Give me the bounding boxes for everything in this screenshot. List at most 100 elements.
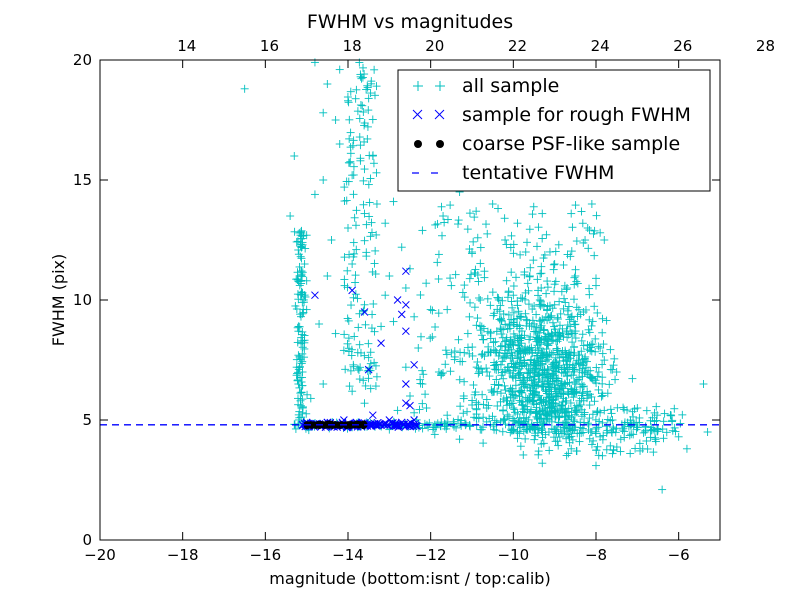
all-sample-point (536, 297, 545, 306)
all-sample-point (532, 351, 541, 360)
all-sample-point (598, 349, 607, 358)
all-sample-point (350, 213, 359, 222)
all-sample-point (490, 416, 499, 425)
all-sample-point (360, 236, 369, 245)
all-sample-point (552, 376, 561, 385)
all-sample-point (564, 389, 573, 398)
all-sample-point (625, 431, 634, 440)
all-sample-point (543, 302, 552, 311)
all-sample-point (490, 365, 499, 374)
all-sample-point (606, 345, 615, 354)
all-sample-point (416, 375, 425, 384)
all-sample-point (563, 321, 572, 330)
all-sample-point (540, 410, 549, 419)
all-sample-point (555, 357, 564, 366)
all-sample-point (626, 449, 635, 458)
all-sample-point (495, 315, 504, 324)
all-sample-point (370, 65, 379, 74)
all-sample-point (571, 334, 580, 343)
all-sample-point (551, 429, 560, 438)
all-sample-point (537, 300, 546, 309)
all-sample-point (460, 377, 469, 386)
all-sample-point (463, 225, 472, 234)
all-sample-point (446, 274, 455, 283)
all-sample-point (502, 396, 511, 405)
all-sample-point (549, 348, 558, 357)
all-sample-point (585, 434, 594, 443)
all-sample-point (548, 304, 557, 313)
all-sample-point (296, 242, 305, 251)
all-sample-point (585, 414, 594, 423)
all-sample-point (553, 437, 562, 446)
all-sample-point (454, 415, 463, 424)
all-sample-point (540, 250, 549, 259)
all-sample-point (441, 360, 450, 369)
all-sample-point (585, 341, 594, 350)
all-sample-point (563, 306, 572, 315)
all-sample-point (367, 79, 376, 88)
all-sample-point (340, 330, 349, 339)
all-sample-point (590, 251, 599, 260)
all-sample-point (509, 359, 518, 368)
all-sample-point (494, 294, 503, 303)
all-sample-point (465, 209, 474, 218)
all-sample-point (368, 115, 377, 124)
all-sample-point (364, 180, 373, 189)
all-sample-point (528, 210, 537, 219)
all-sample-point (561, 367, 570, 376)
all-sample-point (349, 238, 358, 247)
all-sample-point (486, 328, 495, 337)
all-sample-point (498, 427, 507, 436)
all-sample-point (572, 237, 581, 246)
all-sample-point (520, 359, 529, 368)
all-sample-point (343, 314, 352, 323)
all-sample-point (554, 441, 563, 450)
all-sample-point (509, 366, 518, 375)
all-sample-point (466, 298, 475, 307)
all-sample-point (562, 285, 571, 294)
all-sample-point (479, 413, 488, 422)
all-sample-point (463, 407, 472, 416)
all-sample-point (302, 409, 311, 418)
all-sample-point (472, 398, 481, 407)
all-sample-point (540, 366, 549, 375)
all-sample-point (355, 133, 364, 142)
all-sample-point (440, 419, 449, 428)
all-sample-point (522, 425, 531, 434)
all-sample-point (646, 426, 655, 435)
all-sample-point (642, 406, 651, 415)
all-sample-point (297, 359, 306, 368)
all-sample-point (549, 260, 558, 269)
all-sample-point (606, 365, 615, 374)
all-sample-point (482, 395, 491, 404)
all-sample-point (579, 382, 588, 391)
all-sample-point (598, 328, 607, 337)
all-sample-point (347, 351, 356, 360)
all-sample-point (361, 381, 370, 390)
all-sample-point (345, 115, 354, 124)
all-sample-point (560, 281, 569, 290)
all-sample-point (551, 247, 560, 256)
all-sample-point (345, 250, 354, 259)
all-sample-point (356, 141, 365, 150)
all-sample-point (577, 429, 586, 438)
all-sample-point (371, 246, 380, 255)
all-sample-point (429, 425, 438, 434)
all-sample-point (550, 280, 559, 289)
all-sample-point (350, 332, 359, 341)
all-sample-point (476, 321, 485, 330)
all-sample-point (650, 417, 659, 426)
all-sample-point (343, 266, 352, 275)
all-sample-point (628, 374, 637, 383)
all-sample-point (291, 424, 300, 433)
all-sample-point (534, 370, 543, 379)
all-sample-point (372, 230, 381, 239)
all-sample-point (370, 91, 379, 100)
all-sample-point (578, 330, 587, 339)
all-sample-point (543, 351, 552, 360)
all-sample-point (497, 317, 506, 326)
all-sample-point (659, 434, 668, 443)
all-sample-point (536, 269, 545, 278)
all-sample-point (506, 335, 515, 344)
all-sample-point (594, 385, 603, 394)
